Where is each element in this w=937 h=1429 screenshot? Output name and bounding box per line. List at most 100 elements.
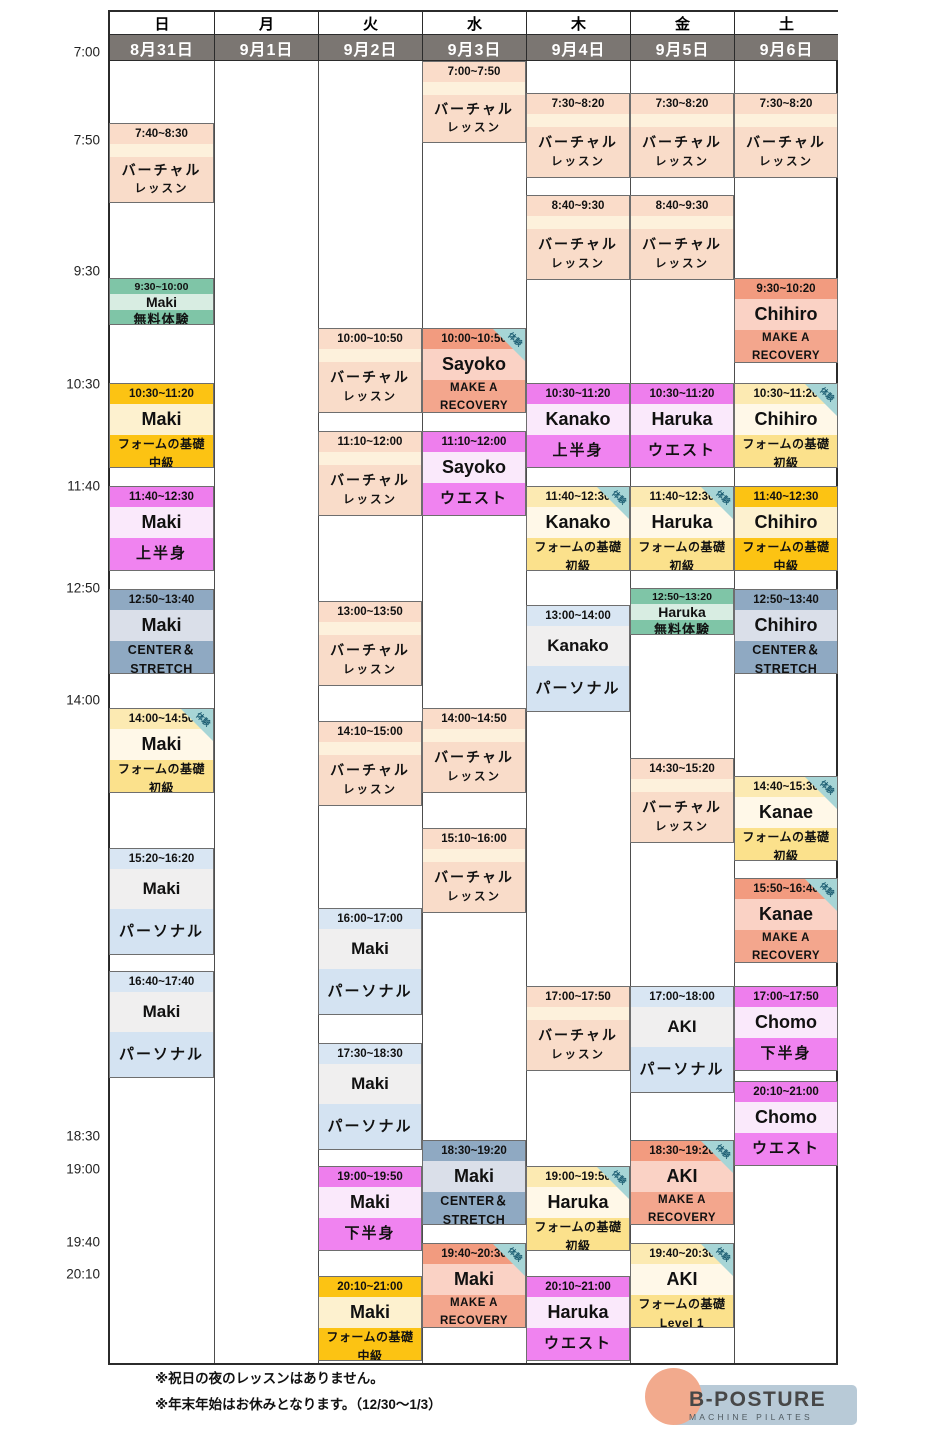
lesson-type-line: パーソナル [535, 679, 621, 697]
lesson-time: 7:00~7:50 [423, 62, 525, 82]
lesson-instructor: Chomo [735, 1102, 837, 1133]
lesson-time: 12:50~13:20 [631, 589, 733, 604]
lesson-type-line: 初級 [669, 558, 695, 571]
lesson-block: 9:30~10:00 Maki 無料体験 [109, 278, 214, 325]
lesson-type: バーチャル レッスン [319, 362, 421, 412]
lesson-type-line: 中級 [773, 558, 799, 571]
lesson-type-line: レッスン [447, 122, 501, 135]
lesson-time: 10:30~11:20 [110, 384, 213, 404]
lesson-type-line: フォームの基礎 [534, 540, 622, 554]
lesson-type: バーチャル レッスン [423, 742, 525, 792]
lesson-block: 19:40~20:30 AKI フォームの基礎 Level 1 体験 [630, 1243, 734, 1328]
lesson-type-line: MAKE A [450, 382, 498, 394]
lesson-block: 14:00~14:50 バーチャル レッスン [422, 708, 526, 793]
lesson-type-line: フォームの基礎 [742, 437, 830, 451]
lesson-type-line: バーチャル [642, 799, 722, 816]
day-header-row: 日月火水木金土 [110, 12, 838, 34]
lesson-block: 7:40~8:30 バーチャル レッスン [109, 123, 214, 203]
lesson-type-line: バーチャル [434, 100, 514, 117]
lesson-type: CENTER＆ STRETCH [423, 1192, 525, 1224]
logo-plate [671, 1385, 857, 1425]
lesson-type-line: フォームの基礎 [534, 1220, 622, 1234]
time-label: 14:00 [66, 692, 100, 708]
lesson-type: 上半身 [110, 538, 213, 570]
lesson-time: 10:30~11:20 [527, 384, 629, 404]
lesson-instructor [423, 729, 525, 742]
lesson-block: 12:50~13:40 Maki CENTER＆ STRETCH [109, 589, 214, 674]
lesson-time: 10:30~11:20 [631, 384, 733, 404]
lesson-time: 19:00~19:50 [319, 1167, 421, 1187]
lesson-instructor: Chihiro [735, 404, 837, 435]
lesson-time: 20:10~21:00 [319, 1277, 421, 1297]
lesson-time: 17:00~17:50 [527, 987, 629, 1007]
lesson-type: MAKE A RECOVERY [423, 380, 525, 412]
lesson-time: 11:10~12:00 [319, 432, 421, 452]
date-header-cell: 9月2日 [318, 34, 422, 60]
lesson-time: 20:10~21:00 [735, 1082, 837, 1102]
lesson-type: CENTER＆ STRETCH [110, 641, 213, 673]
lesson-type: CENTER＆ STRETCH [735, 641, 837, 673]
lesson-instructor [319, 742, 421, 755]
lesson-block: 14:10~15:00 バーチャル レッスン [318, 721, 422, 806]
lesson-block: 10:30~11:20 Kanako 上半身 [526, 383, 630, 468]
lesson-type: パーソナル [319, 1104, 421, 1149]
lesson-type-line: バーチャル [121, 161, 202, 178]
lesson-type: フォームの基礎 初級 [735, 435, 837, 467]
lesson-type: バーチャル レッスン [319, 635, 421, 685]
lesson-block: 14:40~15:30 Kanae フォームの基礎 初級 体験 [734, 776, 838, 861]
lesson-type: フォームの基礎 初級 [110, 760, 213, 793]
lesson-type: ウエスト [735, 1133, 837, 1165]
lesson-instructor [631, 216, 733, 229]
time-label: 20:10 [66, 1266, 100, 1282]
lesson-block: 11:10~12:00 バーチャル レッスン [318, 431, 422, 516]
time-label: 7:50 [73, 132, 100, 148]
lesson-type-line: パーソナル [327, 982, 413, 1000]
lesson-instructor [319, 349, 421, 362]
lesson-type: バーチャル レッスン [319, 465, 421, 515]
date-header-row: 8月31日 9月1日 9月2日 9月3日 9月4日 9月5日 9月6日 [110, 34, 838, 60]
lesson-type-line: レッスン [343, 663, 397, 676]
lesson-type-line: フォームの基礎 [326, 1330, 414, 1344]
lesson-instructor: Maki [110, 507, 213, 538]
lesson-type-line: バーチャル [434, 869, 514, 886]
lesson-block: 11:10~12:00 Sayoko ウエスト [422, 431, 526, 516]
lesson-type: MAKE A RECOVERY [631, 1192, 733, 1224]
lesson-block: 17:00~18:00 AKI パーソナル [630, 986, 734, 1093]
lesson-type-line: レッスン [551, 1048, 605, 1061]
lesson-type-line: 初級 [148, 780, 174, 793]
lesson-time: 7:30~8:20 [631, 94, 733, 114]
note-newyear: ※年末年始はお休みとなります。（12/30～1/3） [155, 1396, 442, 1412]
lesson-instructor: Maki [110, 294, 213, 310]
lesson-type: パーソナル [110, 909, 213, 954]
lesson-type: ウエスト [527, 1328, 629, 1360]
lesson-time: 20:10~21:00 [527, 1277, 629, 1297]
lesson-type: 下半身 [735, 1038, 837, 1070]
lesson-instructor: Maki [110, 610, 213, 641]
lesson-type-line: パーソナル [327, 1117, 413, 1135]
lesson-type-line: 上半身 [135, 545, 187, 563]
lesson-type-line: フォームの基礎 [117, 762, 206, 776]
lesson-type-line: レッスン [759, 155, 813, 168]
date-header-cell: 8月31日 [110, 34, 214, 60]
lesson-type-line: バーチャル [330, 642, 410, 659]
lesson-time: 11:10~12:00 [423, 432, 525, 452]
lesson-block: 13:00~13:50 バーチャル レッスン [318, 601, 422, 686]
day-header-cell: 月 [214, 12, 318, 34]
lesson-block: 10:30~11:20 Maki フォームの基礎 中級 [109, 383, 214, 468]
date-header-cell: 9月6日 [734, 34, 838, 60]
lesson-block: 7:30~8:20 バーチャル レッスン [734, 93, 838, 178]
lesson-type-line: 上半身 [552, 442, 604, 460]
lesson-type-line: ウエスト [543, 1335, 612, 1353]
lesson-block: 11:40~12:30 Maki 上半身 [109, 486, 214, 571]
lesson-block: 17:30~18:30 Maki パーソナル [318, 1043, 422, 1150]
lesson-instructor: Maki [423, 1264, 525, 1295]
lesson-type: フォームの基礎 中級 [110, 435, 213, 467]
lesson-type-line: CENTER＆ [440, 1194, 508, 1208]
lesson-time: 11:40~12:30 [110, 487, 213, 507]
lesson-block: 20:10~21:00 Chomo ウエスト [734, 1081, 838, 1166]
lesson-type: バーチャル レッスン [527, 1020, 629, 1070]
lesson-instructor: Kanako [527, 626, 629, 666]
lesson-type-line: ウエスト [439, 490, 508, 508]
lesson-time: 12:50~13:40 [110, 590, 213, 610]
